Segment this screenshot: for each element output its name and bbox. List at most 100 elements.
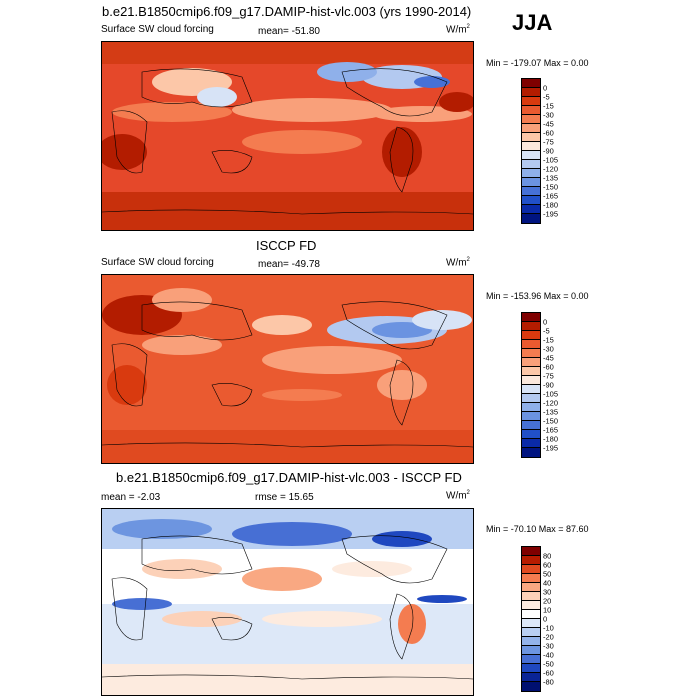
cbar-swatch [522,682,540,691]
cbar-swatch [522,124,540,133]
panel2-variable-label: Surface SW cloud forcing [101,257,214,268]
panel2-colorbar [521,312,541,458]
panel2-mean: mean= -49.78 [258,259,320,270]
cbar-swatch [522,592,540,601]
cbar-swatch [522,385,540,394]
cbar-swatch [522,214,540,223]
panel3-mean: mean = -2.03 [101,492,161,503]
cbar-tick-label: -60 [543,128,554,138]
cbar-tick-label: -40 [543,650,554,660]
cbar-tick-label: -75 [543,371,554,381]
cbar-swatch [522,610,540,619]
cbar-tick-label: -135 [543,173,559,183]
panel3-title: b.e21.B1850cmip6.f09_g17.DAMIP-hist-vlc.… [116,470,462,485]
cbar-swatch [522,169,540,178]
cbar-swatch [522,673,540,682]
cbar-swatch [522,151,540,160]
cbar-tick-label: -30 [543,641,554,651]
cbar-tick-label: -60 [543,362,554,372]
panel3-colorbar [521,546,541,692]
cbar-swatch [522,97,540,106]
cbar-tick-label: -105 [543,155,559,165]
cbar-swatch [522,349,540,358]
panel1-minmax: Min = -179.07 Max = 0.00 [486,58,589,68]
cbar-tick-label: 50 [543,569,552,579]
cbar-tick-label: -75 [543,137,554,147]
cbar-swatch [522,394,540,403]
panel1-variable-label: Surface SW cloud forcing [101,24,214,35]
cbar-swatch [522,367,540,376]
cbar-tick-label: -10 [543,623,554,633]
cbar-tick-label: -150 [543,416,559,426]
cbar-tick-label: 0 [543,83,548,93]
panel1-title: b.e21.B1850cmip6.f09_g17.DAMIP-hist-vlc.… [102,4,472,19]
panel3-units: W/m2 [446,490,470,502]
cbar-tick-label: 0 [543,614,548,624]
panel1-mean: mean= -51.80 [258,26,320,37]
cbar-swatch [522,448,540,457]
cbar-swatch [522,637,540,646]
cbar-swatch [522,628,540,637]
panel1-map [101,41,474,231]
cbar-swatch [522,619,540,628]
cbar-tick-label: -15 [543,335,554,345]
cbar-tick-label: -120 [543,398,559,408]
panel3-map-field [102,509,473,695]
cbar-swatch [522,430,540,439]
cbar-tick-label: -150 [543,182,559,192]
cbar-tick-label: 80 [543,551,552,561]
cbar-swatch [522,88,540,97]
panel2-minmax: Min = -153.96 Max = 0.00 [486,291,589,301]
cbar-swatch [522,646,540,655]
cbar-swatch [522,106,540,115]
cbar-swatch [522,313,540,322]
cbar-tick-label: 30 [543,587,552,597]
cbar-swatch [522,403,540,412]
cbar-swatch [522,439,540,448]
cbar-tick-label: -30 [543,344,554,354]
cbar-swatch [522,340,540,349]
cbar-tick-label: -45 [543,119,554,129]
cbar-tick-label: -80 [543,677,554,687]
panel2-map-field [102,275,473,463]
cbar-tick-label: -90 [543,146,554,156]
cbar-swatch [522,655,540,664]
cbar-swatch [522,601,540,610]
cbar-swatch [522,376,540,385]
cbar-tick-label: -5 [543,92,550,102]
cbar-swatch [522,142,540,151]
cbar-tick-label: -135 [543,407,559,417]
cbar-swatch [522,556,540,565]
cbar-swatch [522,160,540,169]
cbar-tick-label: -165 [543,191,559,201]
cbar-tick-label: -90 [543,380,554,390]
cbar-swatch [522,547,540,556]
cbar-swatch [522,133,540,142]
cbar-swatch [522,421,540,430]
cbar-swatch [522,115,540,124]
cbar-tick-label: 40 [543,578,552,588]
cbar-swatch [522,412,540,421]
panel2-units: W/m2 [446,257,470,269]
cbar-tick-label: -45 [543,353,554,363]
cbar-swatch [522,187,540,196]
cbar-swatch [522,79,540,88]
cbar-swatch [522,583,540,592]
cbar-tick-label: -60 [543,668,554,678]
cbar-swatch [522,664,540,673]
season-label: JJA [512,10,553,35]
cbar-tick-label: 60 [543,560,552,570]
cbar-tick-label: 20 [543,596,552,606]
cbar-tick-label: -120 [543,164,559,174]
cbar-swatch [522,205,540,214]
cbar-tick-label: -20 [543,632,554,642]
cbar-tick-label: -195 [543,209,559,219]
cbar-tick-label: -50 [543,659,554,669]
cbar-tick-label: -30 [543,110,554,120]
panel3-map [101,508,474,696]
panel2-map [101,274,474,464]
cbar-swatch [522,178,540,187]
panel1-map-field [102,42,473,230]
cbar-swatch [522,331,540,340]
panel1-colorbar [521,78,541,224]
